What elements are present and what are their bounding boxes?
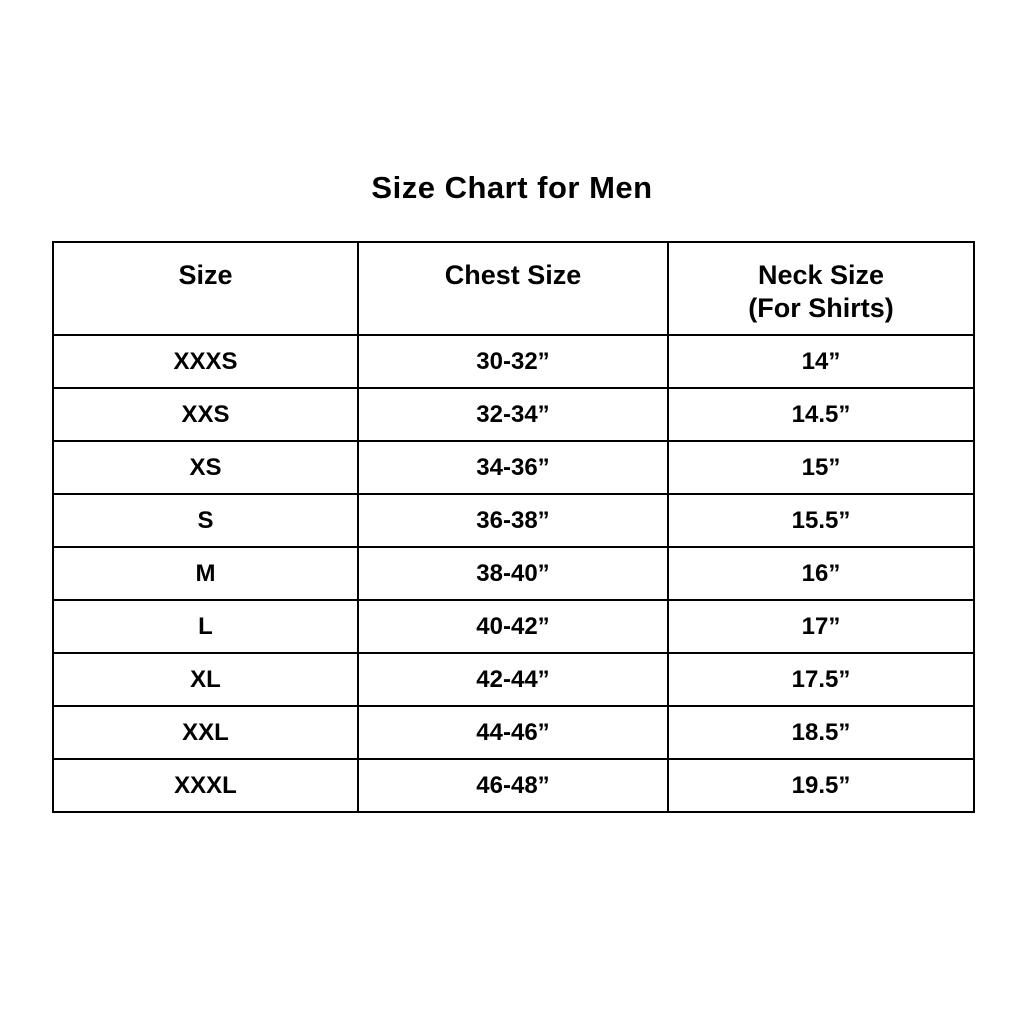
cell-size: XXXS	[52, 334, 359, 389]
cell-neck: 14”	[667, 334, 975, 389]
header-neck-size-label: Neck Size	[757, 260, 885, 290]
cell-chest: 36-38”	[357, 493, 669, 548]
header-chest-size-label: Chest Size	[444, 260, 582, 290]
cell-neck: 17.5”	[667, 652, 975, 707]
cell-size: XXS	[52, 387, 359, 442]
table-row: XXXL 46-48” 19.5”	[52, 758, 975, 813]
cell-size: L	[52, 599, 359, 654]
table-body: XXXS 30-32” 14” XXS 32-34” 14.5” XS 34-36” 15” S 3…	[52, 334, 975, 813]
cell-size: XXL	[52, 705, 359, 760]
cell-size: XS	[52, 440, 359, 495]
cell-size: M	[52, 546, 359, 601]
header-row: Size Chest Size Neck Size (For Shirts)	[52, 241, 975, 336]
cell-chest: 46-48”	[357, 758, 669, 813]
cell-neck: 15.5”	[667, 493, 975, 548]
header-neck-size: Neck Size (For Shirts)	[667, 241, 975, 336]
header-chest-size: Chest Size	[357, 241, 669, 336]
table-row: M 38-40” 16”	[52, 546, 975, 601]
table-row: XL 42-44” 17.5”	[52, 652, 975, 707]
cell-neck: 15”	[667, 440, 975, 495]
header-size-label: Size	[178, 260, 233, 290]
cell-chest: 40-42”	[357, 599, 669, 654]
cell-neck: 18.5”	[667, 705, 975, 760]
cell-chest: 30-32”	[357, 334, 669, 389]
cell-size: XL	[52, 652, 359, 707]
table-row: XXL 44-46” 18.5”	[52, 705, 975, 760]
cell-chest: 42-44”	[357, 652, 669, 707]
cell-chest: 34-36”	[357, 440, 669, 495]
table-row: L 40-42” 17”	[52, 599, 975, 654]
header-size: Size	[52, 241, 359, 336]
cell-size: S	[52, 493, 359, 548]
cell-neck: 14.5”	[667, 387, 975, 442]
cell-chest: 44-46”	[357, 705, 669, 760]
cell-size: XXXL	[52, 758, 359, 813]
cell-neck: 16”	[667, 546, 975, 601]
header-neck-size-sublabel: (For Shirts)	[748, 293, 894, 323]
table-row: S 36-38” 15.5”	[52, 493, 975, 548]
cell-chest: 32-34”	[357, 387, 669, 442]
table-row: XS 34-36” 15”	[52, 440, 975, 495]
table-row: XXS 32-34” 14.5”	[52, 387, 975, 442]
cell-chest: 38-40”	[357, 546, 669, 601]
table-row: XXXS 30-32” 14”	[52, 334, 975, 389]
size-chart-table: Size Chest Size Neck Size (For Shirts) X…	[52, 241, 975, 813]
cell-neck: 17”	[667, 599, 975, 654]
cell-neck: 19.5”	[667, 758, 975, 813]
page-title: Size Chart for Men	[371, 170, 653, 205]
